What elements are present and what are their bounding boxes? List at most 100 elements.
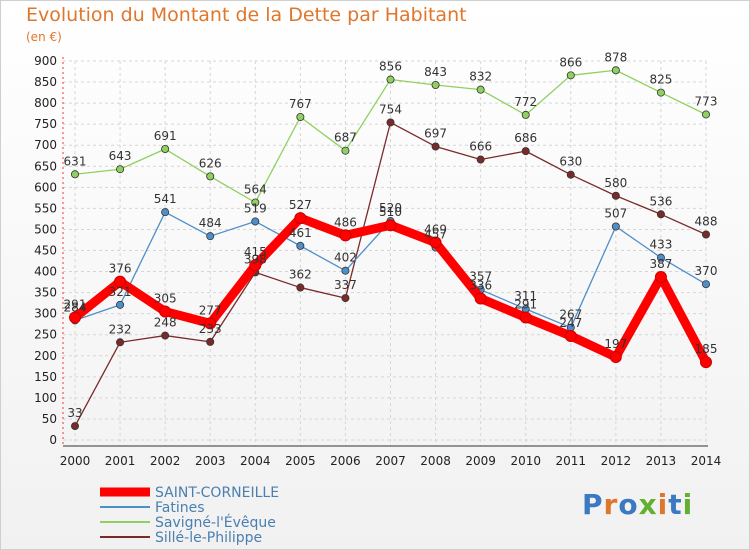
data-point xyxy=(296,113,305,122)
data-label: 402 xyxy=(334,251,357,265)
data-label: 878 xyxy=(604,50,627,64)
data-label: 486 xyxy=(334,215,357,229)
data-point xyxy=(702,230,711,239)
x-tick-label: 2012 xyxy=(601,454,632,468)
data-label: 311 xyxy=(514,289,537,303)
data-point xyxy=(656,210,665,219)
data-label: 433 xyxy=(649,238,672,252)
data-label: 247 xyxy=(559,316,582,330)
data-label: 484 xyxy=(199,216,222,230)
data-label: 866 xyxy=(559,55,582,69)
legend-label: SAINT-CORNEILLE xyxy=(155,485,279,501)
data-label: 697 xyxy=(424,126,447,140)
data-label: 233 xyxy=(199,322,222,336)
x-tick-label: 2000 xyxy=(60,454,91,468)
x-tick-label: 2006 xyxy=(330,454,361,468)
data-label: 520 xyxy=(379,201,402,215)
x-tick-label: 2002 xyxy=(150,454,181,468)
data-label: 305 xyxy=(154,292,177,306)
data-point xyxy=(519,311,532,324)
x-tick-label: 2013 xyxy=(646,454,677,468)
y-tick-label: 350 xyxy=(34,286,57,300)
y-tick-label: 550 xyxy=(34,201,57,215)
data-label: 33 xyxy=(67,406,82,420)
data-label: 387 xyxy=(649,257,672,271)
data-label: 337 xyxy=(334,278,357,292)
data-point xyxy=(114,275,127,288)
data-label: 580 xyxy=(604,176,627,190)
data-point xyxy=(431,142,440,151)
data-label: 519 xyxy=(244,201,267,215)
data-point xyxy=(474,292,487,305)
data-label: 510 xyxy=(379,205,402,219)
legend-label: Fatines xyxy=(155,500,205,516)
data-label: 232 xyxy=(109,322,132,336)
logo-letter: i xyxy=(657,488,669,521)
data-label: 626 xyxy=(199,156,222,170)
x-tick-label: 2007 xyxy=(375,454,406,468)
data-label: 754 xyxy=(379,102,402,116)
data-label: 666 xyxy=(469,140,492,154)
data-label: 197 xyxy=(604,337,627,351)
data-label: 691 xyxy=(154,129,177,143)
data-point xyxy=(656,253,665,262)
data-point xyxy=(161,208,170,217)
logo-letter: o xyxy=(618,488,639,521)
data-point xyxy=(566,71,575,80)
data-point xyxy=(566,170,575,179)
data-point xyxy=(159,305,172,318)
x-tick-label: 2004 xyxy=(240,454,271,468)
data-label: 185 xyxy=(695,342,718,356)
data-point xyxy=(116,165,125,174)
data-point xyxy=(429,236,442,249)
data-point xyxy=(611,191,620,200)
data-label: 643 xyxy=(109,149,132,163)
data-point xyxy=(476,155,485,164)
data-label: 631 xyxy=(64,154,87,168)
data-point xyxy=(296,241,305,250)
data-point xyxy=(339,229,352,242)
y-tick-label: 300 xyxy=(34,307,57,321)
data-label: 541 xyxy=(154,192,177,206)
data-point xyxy=(206,232,215,241)
data-point xyxy=(161,145,170,154)
data-point xyxy=(611,66,620,75)
data-label: 767 xyxy=(289,97,312,111)
data-point xyxy=(611,222,620,231)
logo-letter: r xyxy=(603,488,619,521)
data-point xyxy=(341,146,350,155)
data-label: 336 xyxy=(469,279,492,293)
data-label: 507 xyxy=(604,206,627,220)
data-point xyxy=(251,217,260,226)
data-label: 469 xyxy=(424,222,447,236)
data-point xyxy=(431,81,440,90)
y-tick-label: 400 xyxy=(34,265,57,279)
data-point xyxy=(161,331,170,340)
data-point xyxy=(116,338,125,347)
x-tick-label: 2010 xyxy=(510,454,541,468)
data-label: 773 xyxy=(695,94,718,108)
data-point xyxy=(71,170,80,179)
data-label: 291 xyxy=(514,297,537,311)
data-label: 461 xyxy=(289,226,312,240)
data-point xyxy=(71,422,80,431)
x-tick-label: 2003 xyxy=(195,454,226,468)
y-tick-label: 850 xyxy=(34,75,57,89)
data-point xyxy=(521,110,530,119)
data-point xyxy=(296,283,305,292)
data-label: 843 xyxy=(424,65,447,79)
data-point xyxy=(384,219,397,232)
data-point xyxy=(69,311,81,324)
x-tick-label: 2005 xyxy=(285,454,316,468)
data-label: 291 xyxy=(64,297,87,311)
y-tick-label: 150 xyxy=(34,370,57,384)
data-label: 321 xyxy=(109,285,132,299)
data-point xyxy=(294,212,307,225)
data-label: 488 xyxy=(695,214,718,228)
legend-label: Sillé-le-Philippe xyxy=(155,530,262,546)
data-label: 277 xyxy=(199,303,222,317)
data-point xyxy=(564,329,577,342)
logo-letter: P xyxy=(582,488,604,521)
